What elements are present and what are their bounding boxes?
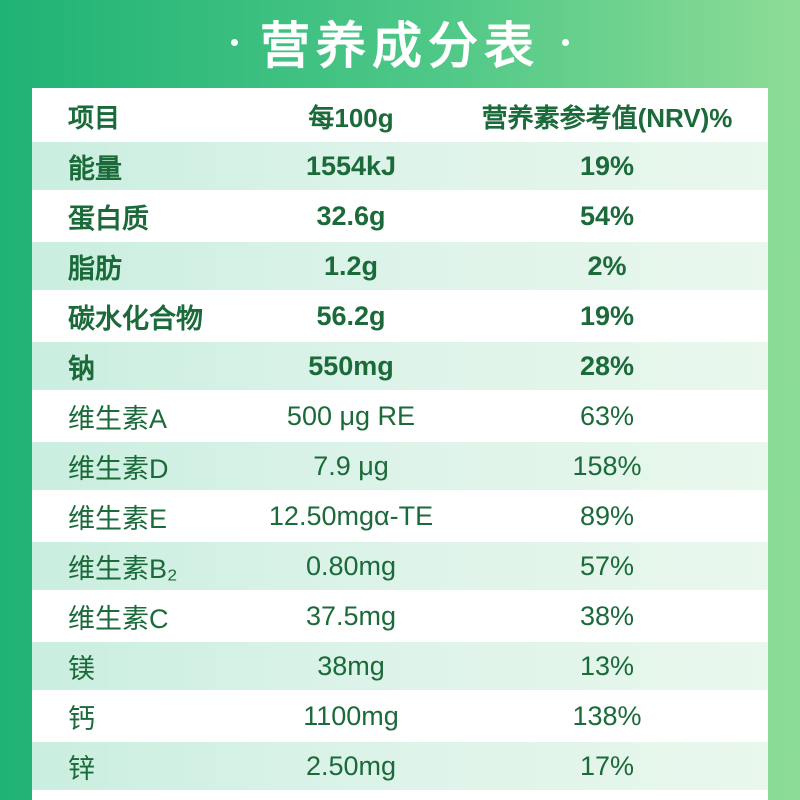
- title-bar: 营养成分表: [0, 0, 800, 84]
- row-nrv: 19%: [579, 150, 635, 181]
- row-per100g: 56.2g: [316, 300, 386, 331]
- row-nrv: 57%: [579, 550, 635, 581]
- row-item: 能量: [68, 153, 122, 184]
- row-nrv: 138%: [572, 700, 642, 731]
- table-header-row: 项目 每100g 营养素参考值(NRV)%: [32, 92, 768, 140]
- title-dot-right: [562, 38, 569, 46]
- row-item: 维生素C: [68, 603, 169, 634]
- row-per100g: 7.9 μg: [313, 450, 389, 481]
- table-row: 能量 1554kJ 19%: [32, 142, 768, 190]
- row-item: 钠: [68, 353, 95, 384]
- header-per100g: 每100g: [308, 102, 394, 133]
- row-nrv: 17%: [579, 750, 635, 781]
- header-item: 项目: [68, 102, 121, 133]
- row-item: 碳水化合物: [68, 303, 203, 334]
- table-row: 钠 550mg 28%: [32, 342, 768, 390]
- row-nrv: 38%: [579, 600, 635, 631]
- table-row: 蛋白质 32.6g 54%: [32, 192, 768, 240]
- row-per100g: 38mg: [317, 650, 385, 681]
- header-nrv: 营养素参考值(NRV)%: [481, 102, 733, 133]
- row-per100g: 0.80mg: [305, 550, 397, 581]
- row-per100g: 12.50mgα-TE: [268, 500, 434, 531]
- row-item: 维生素E: [68, 503, 168, 534]
- row-item: 维生素D: [68, 453, 169, 484]
- row-item: 维生素A: [68, 403, 168, 434]
- row-per100g: 1.2g: [323, 250, 379, 281]
- row-item: 镁: [68, 653, 95, 684]
- title-dot-left: [231, 38, 238, 46]
- table-row: 镁 38mg 13%: [32, 642, 768, 690]
- row-per100g: 2.50mg: [305, 750, 397, 781]
- nutrition-table: 项目 每100g 营养素参考值(NRV)% 能量 1554kJ 19% 蛋白质 …: [32, 88, 768, 800]
- row-nrv: 28%: [579, 350, 635, 381]
- row-item: 蛋白质: [68, 203, 149, 234]
- table-row: 维生素D 7.9 μg 158%: [32, 442, 768, 490]
- row-item: 脂肪: [68, 253, 122, 284]
- table-row: 钙 1100mg 138%: [32, 692, 768, 740]
- table-row: 维生素E 12.50mgα-TE 89%: [32, 492, 768, 540]
- row-per100g: 1100mg: [303, 700, 399, 731]
- row-nrv: 63%: [579, 400, 635, 431]
- row-nrv: 158%: [572, 450, 642, 481]
- page-title: 营养成分表: [260, 17, 540, 75]
- table-row: 锌 2.50mg 17%: [32, 742, 768, 790]
- row-item: 维生素B₂: [68, 553, 178, 584]
- row-per100g: 1554kJ: [305, 150, 397, 181]
- row-nrv: 13%: [579, 650, 635, 681]
- row-nrv: 2%: [587, 250, 627, 281]
- table-row: 维生素B₂ 0.80mg 57%: [32, 542, 768, 590]
- table-row: 碳水化合物 56.2g 19%: [32, 292, 768, 340]
- row-per100g: 500 μg RE: [286, 400, 416, 431]
- row-item: 钙: [68, 703, 95, 734]
- table-row: 脂肪 1.2g 2%: [32, 242, 768, 290]
- row-per100g: 550mg: [308, 350, 394, 381]
- row-nrv: 54%: [579, 200, 635, 231]
- row-per100g: 32.6g: [316, 200, 386, 231]
- row-nrv: 19%: [579, 300, 635, 331]
- row-nrv: 89%: [579, 500, 635, 531]
- table-row: 维生素A 500 μg RE 63%: [32, 392, 768, 440]
- table-row: 维生素C 37.5mg 38%: [32, 592, 768, 640]
- row-per100g: 37.5mg: [305, 600, 397, 631]
- row-item: 锌: [68, 753, 95, 784]
